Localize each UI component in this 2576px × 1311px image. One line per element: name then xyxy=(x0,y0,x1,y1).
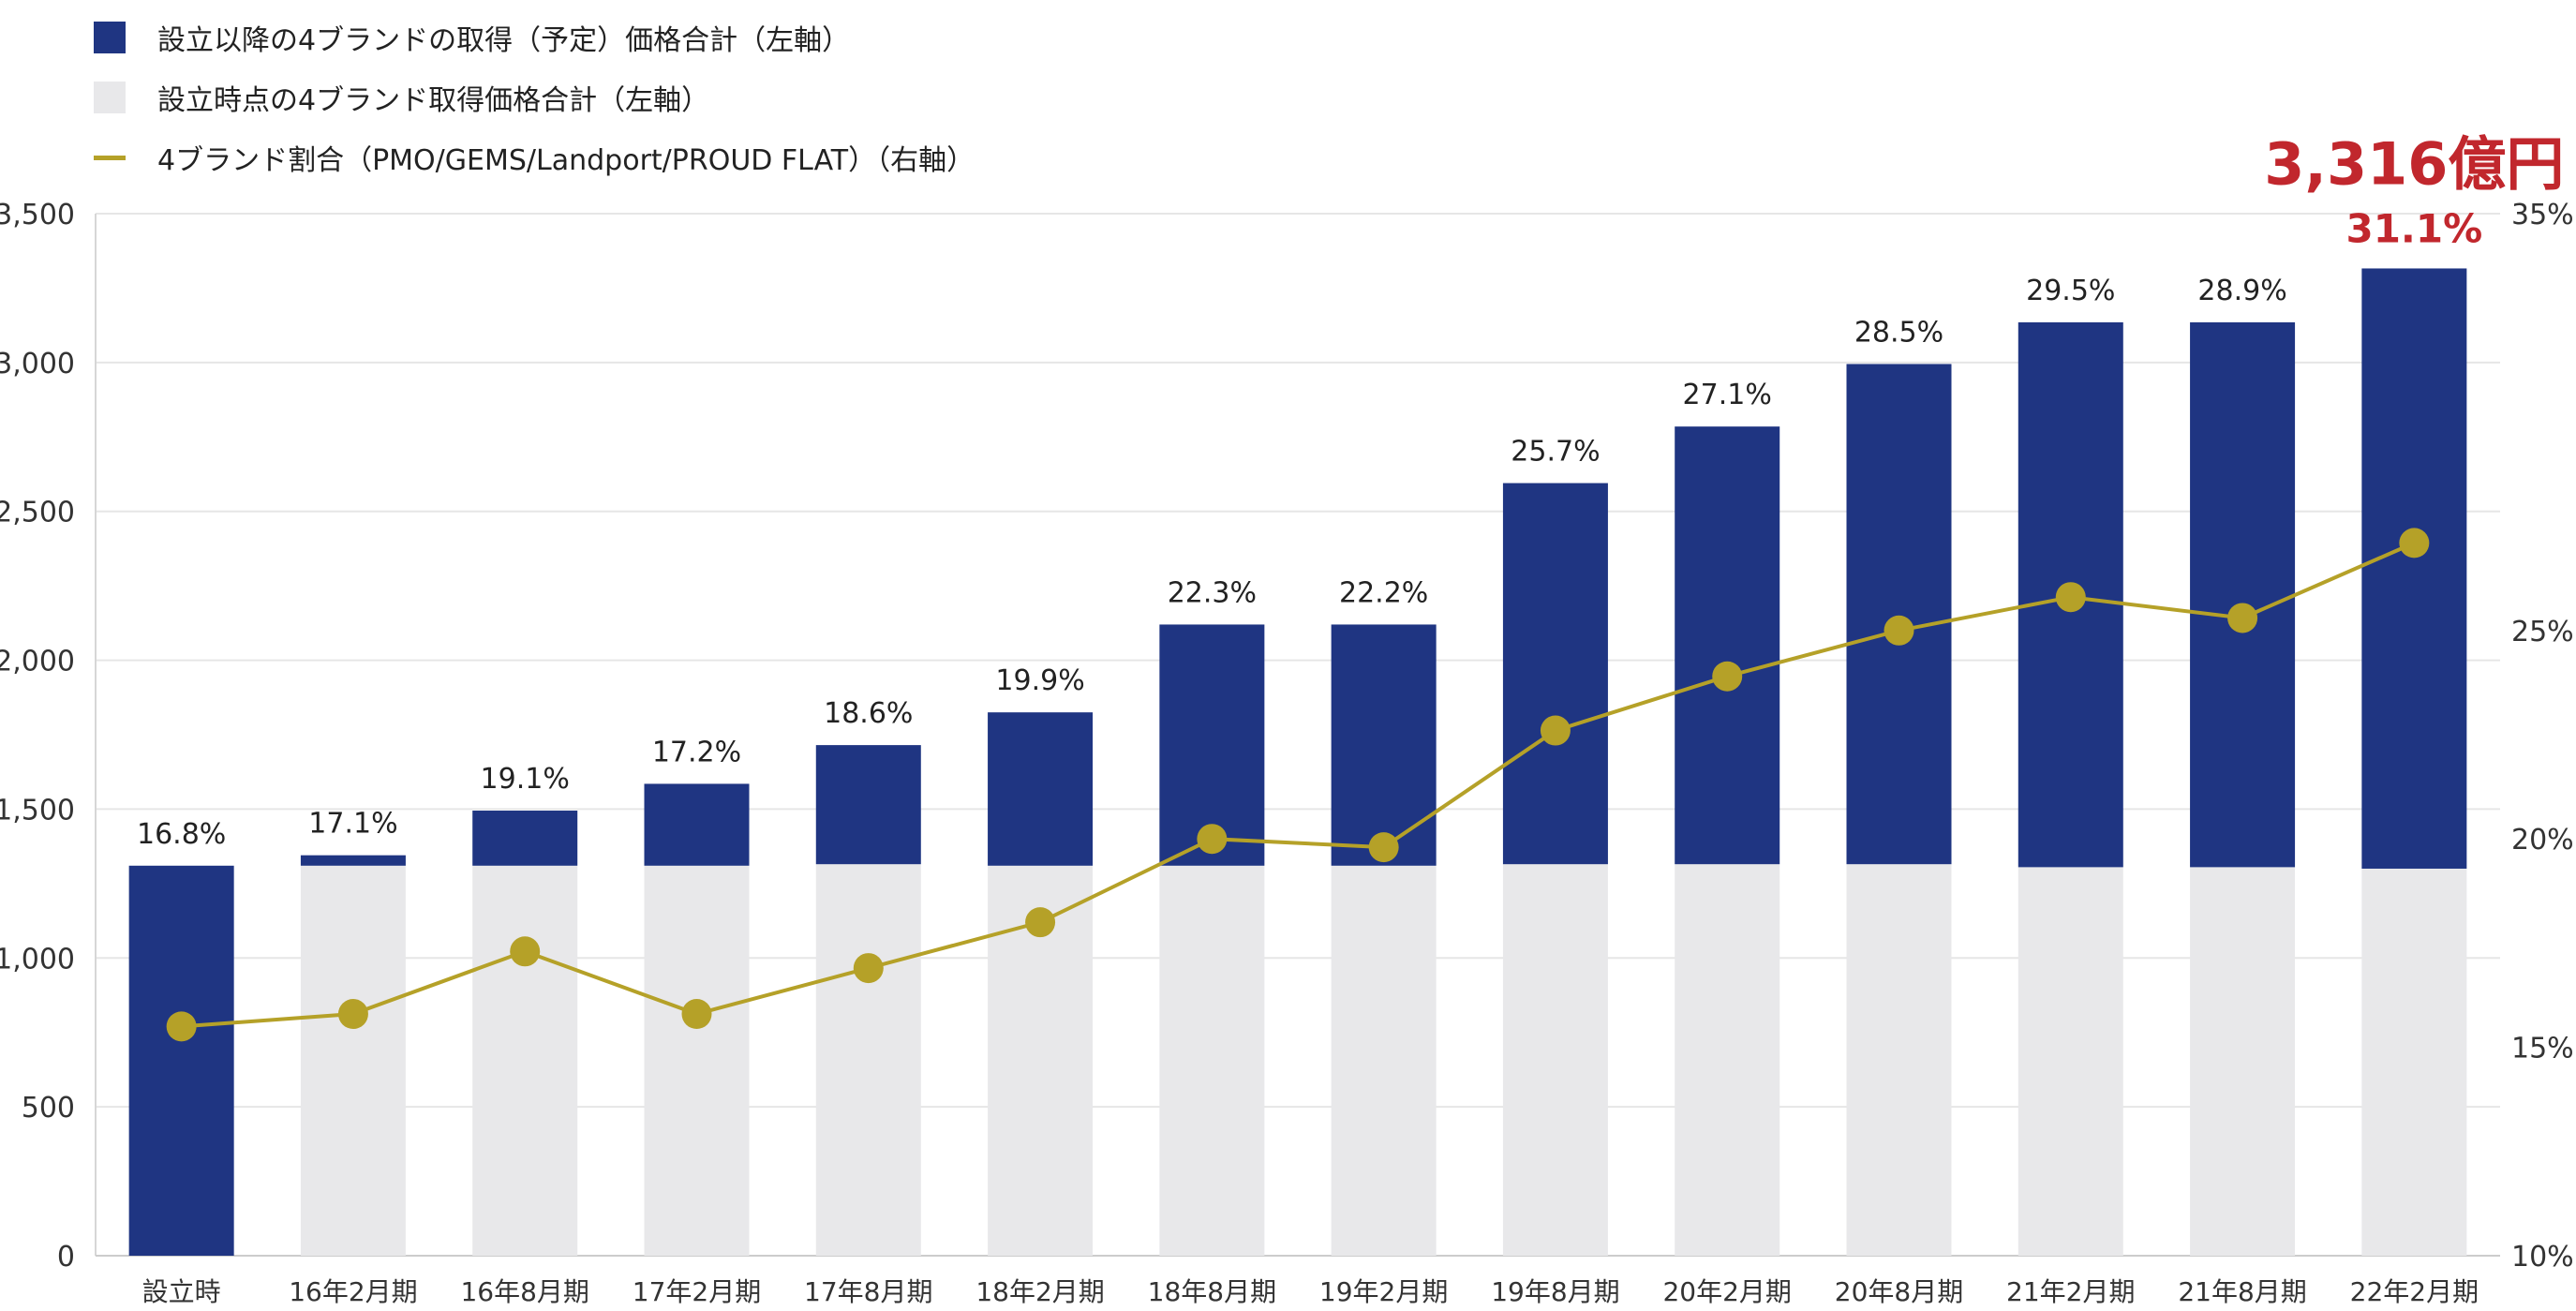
x-tick-label: 設立時 xyxy=(142,1276,221,1307)
legend-line-gold xyxy=(94,155,126,160)
bar-at-establishment xyxy=(1675,864,1780,1256)
y-left-tick-label: 2,000 xyxy=(0,646,75,678)
legend-item-at-establishment: 設立時点の4ブランド取得価格合計（左軸） xyxy=(94,67,975,127)
data-label: 22.3% xyxy=(1168,576,1257,609)
ratio-point xyxy=(2055,582,2086,613)
ratio-point xyxy=(510,936,541,967)
bar-acquired-since xyxy=(2361,268,2467,869)
x-tick-label: 22年2月期 xyxy=(2350,1276,2479,1307)
bar-acquired-since xyxy=(300,855,406,866)
ratio-point xyxy=(1197,824,1228,855)
data-label: 19.1% xyxy=(481,763,570,796)
y-left-tick-label: 2,500 xyxy=(0,497,75,529)
ratio-point xyxy=(1540,715,1571,746)
bar-at-establishment xyxy=(1846,864,1952,1256)
data-label: 28.5% xyxy=(1854,316,1943,349)
x-tick-label: 17年2月期 xyxy=(633,1276,761,1307)
data-label: 17.2% xyxy=(652,736,741,768)
bar-acquired-since xyxy=(1331,624,1437,866)
x-tick-label: 20年2月期 xyxy=(1662,1276,1791,1307)
bar-at-establishment xyxy=(1502,864,1608,1256)
ratio-point xyxy=(1712,661,1743,692)
ratio-point xyxy=(2399,528,2430,559)
bar-at-establishment xyxy=(644,865,750,1256)
ratio-point xyxy=(853,953,884,984)
legend-item-acquired-since: 設立以降の4ブランドの取得（予定）価格合計（左軸） xyxy=(94,7,975,67)
bar-acquired-since xyxy=(815,745,921,865)
ratio-point xyxy=(1025,907,1056,938)
bar-acquired-since xyxy=(644,783,750,866)
y-left-tick-label: 3,000 xyxy=(0,348,75,380)
y-left-tick-label: 1,500 xyxy=(0,794,75,827)
data-label: 19.9% xyxy=(995,664,1084,697)
ratio-line xyxy=(181,541,2416,1029)
bar-acquired-since xyxy=(128,865,234,1256)
data-label: 31.1% xyxy=(2345,205,2482,251)
legend-swatch-navy xyxy=(94,22,126,53)
bar-at-establishment xyxy=(300,865,406,1256)
callout-total-value: 3,316億円 xyxy=(2264,129,2564,198)
x-tick-label: 19年2月期 xyxy=(1319,1276,1448,1307)
bar-acquired-since xyxy=(2190,321,2296,868)
bar-at-establishment xyxy=(2018,867,2123,1256)
bar-acquired-since xyxy=(988,712,1094,866)
x-tick-label: 16年8月期 xyxy=(460,1276,588,1307)
ratio-point xyxy=(2227,603,2258,633)
data-label: 28.9% xyxy=(2197,275,2286,307)
bar-at-establishment xyxy=(2361,868,2467,1256)
bar-acquired-since xyxy=(1502,483,1608,865)
legend: 設立以降の4ブランドの取得（予定）価格合計（左軸） 設立時点の4ブランド取得価格… xyxy=(94,7,975,187)
y-right-tick-label: 10% xyxy=(2511,1241,2574,1274)
legend-label-acquired-since: 設立以降の4ブランドの取得（予定）価格合計（左軸） xyxy=(157,24,851,57)
bar-at-establishment xyxy=(1331,865,1437,1256)
bar-acquired-since xyxy=(472,811,578,866)
y-left-tick-label: 1,000 xyxy=(0,943,75,976)
ratio-point xyxy=(337,999,368,1030)
x-tick-label: 19年8月期 xyxy=(1491,1276,1619,1307)
y-right-tick-label: 25% xyxy=(2511,616,2574,648)
data-label: 16.8% xyxy=(137,818,226,851)
ratio-point xyxy=(1884,615,1914,646)
y-right-tick-label: 35% xyxy=(2511,199,2574,231)
bar-acquired-since xyxy=(1846,364,1952,865)
x-tick-label: 18年8月期 xyxy=(1148,1276,1276,1307)
legend-swatch-gray xyxy=(94,82,126,113)
y-left-tick-label: 3,500 xyxy=(0,199,75,231)
y-right-tick-label: 15% xyxy=(2511,1033,2574,1065)
x-tick-label: 20年8月期 xyxy=(1835,1276,1963,1307)
bar-at-establishment xyxy=(2190,867,2296,1256)
legend-label-at-establishment: 設立時点の4ブランド取得価格合計（左軸） xyxy=(157,84,710,117)
ratio-point xyxy=(1368,832,1399,863)
ratio-point xyxy=(166,1011,197,1042)
legend-item-ratio: 4ブランド割合（PMO/GEMS/Landport/PROUD FLAT）（右軸… xyxy=(94,127,975,187)
y-right-tick-label: 20% xyxy=(2511,824,2574,857)
x-tick-label: 21年8月期 xyxy=(2178,1276,2306,1307)
data-label: 25.7% xyxy=(1511,436,1600,469)
data-label: 22.2% xyxy=(1339,576,1428,609)
data-label: 27.1% xyxy=(1683,379,1772,411)
data-label: 18.6% xyxy=(824,697,913,730)
x-tick-label: 21年2月期 xyxy=(2006,1276,2135,1307)
bar-at-establishment xyxy=(472,865,578,1256)
data-label: 17.1% xyxy=(308,808,397,841)
x-tick-label: 16年2月期 xyxy=(289,1276,417,1307)
bar-acquired-since xyxy=(1675,426,1780,865)
bar-at-establishment xyxy=(815,864,921,1256)
x-tick-label: 18年2月期 xyxy=(975,1276,1104,1307)
y-left-tick-label: 500 xyxy=(22,1092,75,1125)
x-tick-label: 17年8月期 xyxy=(804,1276,932,1307)
data-label: 29.5% xyxy=(2026,275,2115,307)
ratio-point xyxy=(681,999,712,1030)
y-left-tick-label: 0 xyxy=(57,1241,75,1274)
legend-label-ratio: 4ブランド割合（PMO/GEMS/Landport/PROUD FLAT）（右軸… xyxy=(157,144,975,177)
bar-at-establishment xyxy=(1159,865,1265,1256)
